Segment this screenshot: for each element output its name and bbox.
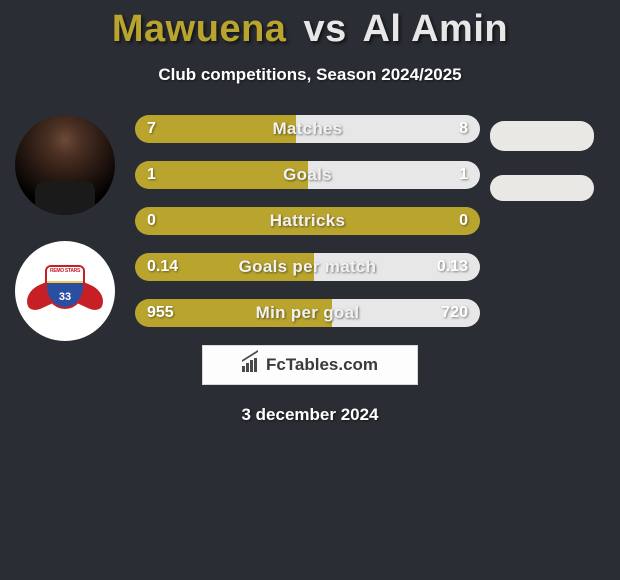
player2-pill-1 [490,121,594,151]
brand-text: FcTables.com [266,355,378,375]
stat-row: 11Goals [135,161,480,189]
stat-label: Hattricks [135,207,480,235]
comparison-content: REMO STARS 33 78Matches 11Goals 00Hattrick… [0,115,620,327]
subtitle: Club competitions, Season 2024/2025 [0,65,620,85]
stat-row: 955720Min per goal [135,299,480,327]
brand-badge: FcTables.com [202,345,418,385]
stat-label: Goals [135,161,480,189]
snapshot-date: 3 december 2024 [0,405,620,425]
comparison-title: Mawuena vs Al Amin [0,0,620,51]
left-sidebar: REMO STARS 33 [10,115,120,367]
stat-label: Matches [135,115,480,143]
club-number: 33 [47,291,83,303]
player2-pill-2 [490,175,594,201]
player1-avatar [15,115,115,215]
player1-club-logo: REMO STARS 33 [15,241,115,341]
stat-label: Min per goal [135,299,480,327]
vs-separator: vs [304,8,347,50]
stat-rows: 78Matches 11Goals 00Hattricks 0.140.13Goals… [135,115,480,327]
right-sidebar [490,121,600,225]
fctables-icon [242,358,260,372]
player1-name: Mawuena [112,8,287,50]
club-name: REMO STARS [47,267,83,281]
stat-label: Goals per match [135,253,480,281]
stat-row: 0.140.13Goals per match [135,253,480,281]
player2-name: Al Amin [362,8,508,50]
stat-row: 00Hattricks [135,207,480,235]
stat-row: 78Matches [135,115,480,143]
